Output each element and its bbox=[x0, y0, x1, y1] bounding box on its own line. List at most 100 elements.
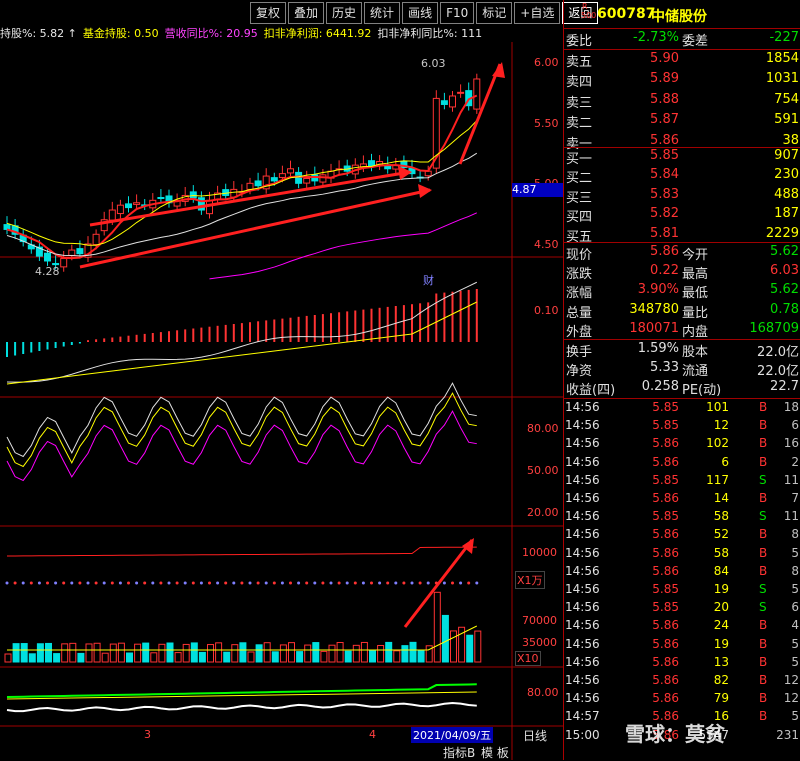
month-label-4: 4 bbox=[369, 728, 376, 741]
candle bbox=[92, 233, 100, 246]
volume-bar bbox=[304, 644, 312, 663]
tick-price: 5.86 bbox=[652, 673, 679, 687]
tick-side: B bbox=[759, 654, 768, 669]
tick-price: 5.85 bbox=[652, 472, 679, 487]
bid-price: 5.83 bbox=[650, 186, 679, 202]
obv-dot bbox=[191, 581, 195, 585]
obv-dot bbox=[264, 581, 268, 585]
info-item-2: 营收同比%: 20.95 bbox=[164, 27, 258, 40]
bid-price: 5.81 bbox=[650, 225, 679, 241]
month-label-3: 3 bbox=[144, 728, 151, 741]
template-button[interactable]: 模 板 bbox=[481, 746, 509, 760]
toolbar-button-5[interactable]: F10 bbox=[440, 2, 475, 24]
tick-side: B bbox=[759, 563, 768, 578]
finance-marker-icon[interactable]: 财 bbox=[423, 274, 434, 287]
tick-side: B bbox=[759, 618, 768, 633]
quote-row-1: 涨跌 0.22 最高 6.03 bbox=[564, 263, 800, 282]
ma-line bbox=[6, 382, 477, 458]
annotation-arrow bbox=[89, 170, 411, 227]
volume-bar bbox=[53, 653, 61, 663]
ask-vol: 1031 bbox=[765, 71, 799, 87]
period-daily-button[interactable]: 日线 bbox=[523, 729, 548, 743]
volume-bar bbox=[166, 642, 174, 663]
divider bbox=[563, 28, 800, 29]
tick-count: 11 bbox=[783, 472, 799, 487]
obv-dot bbox=[329, 581, 333, 585]
annotation-arrow bbox=[403, 539, 474, 628]
ask-row-3: 卖二 5.87 591 bbox=[564, 112, 800, 131]
tick-vol: 5547 bbox=[698, 727, 729, 742]
tick-row: 14:56 5.86 13 B 5 bbox=[564, 655, 800, 673]
axis-kdj-2: 20.00 bbox=[527, 506, 559, 519]
obv-dot bbox=[151, 581, 155, 585]
volume-bar bbox=[142, 642, 150, 663]
obv-dot bbox=[127, 581, 130, 585]
tick-vol: 6 bbox=[721, 454, 729, 469]
ma-line bbox=[6, 410, 477, 482]
tick-price: 5.86 bbox=[652, 545, 679, 560]
toolbar-button-3[interactable]: 统计 bbox=[364, 2, 401, 24]
obv-dot bbox=[402, 581, 406, 585]
obv-dot bbox=[451, 581, 454, 585]
obv-dot bbox=[321, 581, 325, 585]
toolbar: 复权 叠加 历史 统计 画线 F10 标记 +自选 返回 bbox=[250, 2, 600, 24]
volume-bar bbox=[433, 591, 441, 663]
volume-bar bbox=[320, 650, 328, 663]
ma-line bbox=[6, 546, 477, 557]
axis-main-3: 4.50 bbox=[534, 238, 559, 251]
ma-line bbox=[6, 691, 477, 700]
fund-value1: 0.258 bbox=[641, 379, 679, 395]
obv-dot bbox=[78, 581, 82, 585]
tick-price: 5.86 bbox=[652, 691, 679, 706]
candle bbox=[60, 258, 68, 268]
volume-bar bbox=[207, 644, 214, 663]
ask-vol: 754 bbox=[774, 91, 799, 107]
axis-macd-0: 0.10 bbox=[534, 304, 559, 317]
quote-label2: 今开 bbox=[682, 248, 709, 263]
ask-price: 5.89 bbox=[650, 71, 679, 87]
obv-dot bbox=[46, 581, 49, 585]
tick-side: S bbox=[759, 472, 767, 487]
quote-value2: 6.03 bbox=[770, 263, 799, 279]
weibi-label: 委比 bbox=[566, 34, 593, 49]
volume-bar bbox=[61, 643, 69, 663]
toolbar-button-8[interactable]: 返回 bbox=[562, 2, 599, 24]
candle bbox=[440, 100, 448, 105]
tick-vol: 79 bbox=[713, 691, 729, 706]
toolbar-button-7[interactable]: +自选 bbox=[514, 2, 561, 24]
quote-label1: 现价 bbox=[566, 248, 593, 263]
volume-bar bbox=[352, 644, 360, 663]
bid-label: 买一 bbox=[566, 152, 593, 167]
bid-row-0: 买一 5.85 907 bbox=[564, 148, 800, 167]
obv-dot bbox=[394, 581, 398, 585]
toolbar-button-1[interactable]: 叠加 bbox=[288, 2, 325, 24]
indicator-button[interactable]: 指标B bbox=[443, 746, 476, 760]
toolbar-button-4[interactable]: 画线 bbox=[402, 2, 439, 24]
volume-bar bbox=[174, 652, 182, 663]
price-tag: 4.87 bbox=[512, 183, 563, 197]
tick-time: 14:56 bbox=[565, 509, 600, 524]
quote-value2: 0.78 bbox=[770, 301, 799, 317]
obv-dot bbox=[86, 581, 90, 585]
toolbar-button-6[interactable]: 标记 bbox=[476, 2, 513, 24]
volume-bar bbox=[328, 644, 336, 663]
candle bbox=[270, 177, 278, 182]
obv-dot bbox=[386, 581, 390, 585]
tick-vol: 102 bbox=[706, 436, 729, 451]
volume-bar bbox=[198, 651, 206, 663]
tick-vol: 58 bbox=[713, 509, 729, 524]
toolbar-button-0[interactable]: 复权 bbox=[250, 2, 287, 24]
quote-label2: 量比 bbox=[682, 305, 709, 321]
obv-dot bbox=[224, 581, 228, 585]
quote-value1: 5.86 bbox=[650, 244, 679, 259]
obv-dot bbox=[232, 581, 236, 585]
tick-time: 14:56 bbox=[565, 600, 600, 615]
candle bbox=[189, 191, 197, 199]
tick-price: 5.85 bbox=[652, 418, 679, 433]
tick-vol: 82 bbox=[713, 673, 729, 687]
volume-bar bbox=[271, 651, 279, 663]
candle bbox=[68, 249, 76, 256]
kline-chart-area[interactable] bbox=[0, 42, 563, 760]
toolbar-button-2[interactable]: 历史 bbox=[326, 2, 363, 24]
volume-bar bbox=[393, 650, 401, 663]
